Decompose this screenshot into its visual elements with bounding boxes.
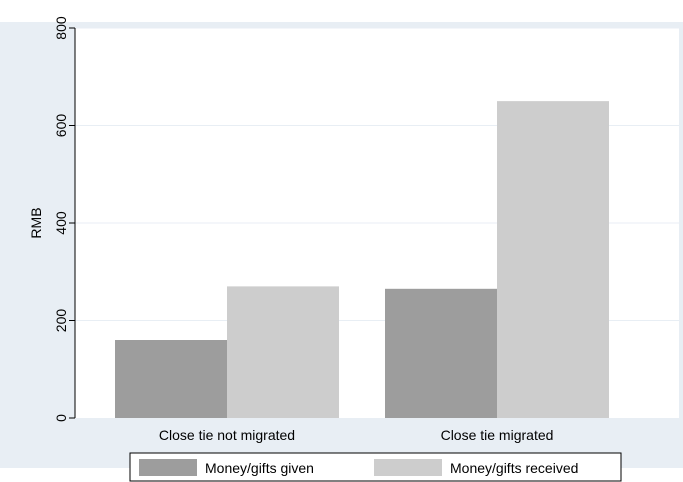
y-tick-label: 0 [53, 414, 69, 422]
top-margin [0, 0, 683, 22]
y-tick-label: 600 [53, 114, 69, 138]
legend-swatch-received [374, 459, 442, 476]
category-label: Close tie not migrated [159, 427, 295, 443]
y-tick-label: 400 [53, 211, 69, 235]
y-tick-label: 800 [53, 16, 69, 40]
bar-given-2 [385, 288, 497, 418]
category-labels: Close tie not migrated Close tie migrated [159, 427, 554, 443]
legend-label-received: Money/gifts received [450, 460, 578, 476]
bar-given-1 [115, 340, 227, 418]
bar-received-2 [497, 101, 609, 418]
y-ticks: 0 200 400 600 800 [53, 16, 75, 422]
legend: Money/gifts given Money/gifts received [129, 452, 622, 482]
y-tick-label: 200 [53, 309, 69, 333]
bar-received-1 [227, 286, 339, 418]
legend-label-given: Money/gifts given [205, 460, 314, 476]
y-axis-title: RMB [28, 207, 44, 238]
legend-swatch-given [139, 459, 197, 476]
category-label: Close tie migrated [441, 427, 554, 443]
bars [115, 101, 609, 418]
